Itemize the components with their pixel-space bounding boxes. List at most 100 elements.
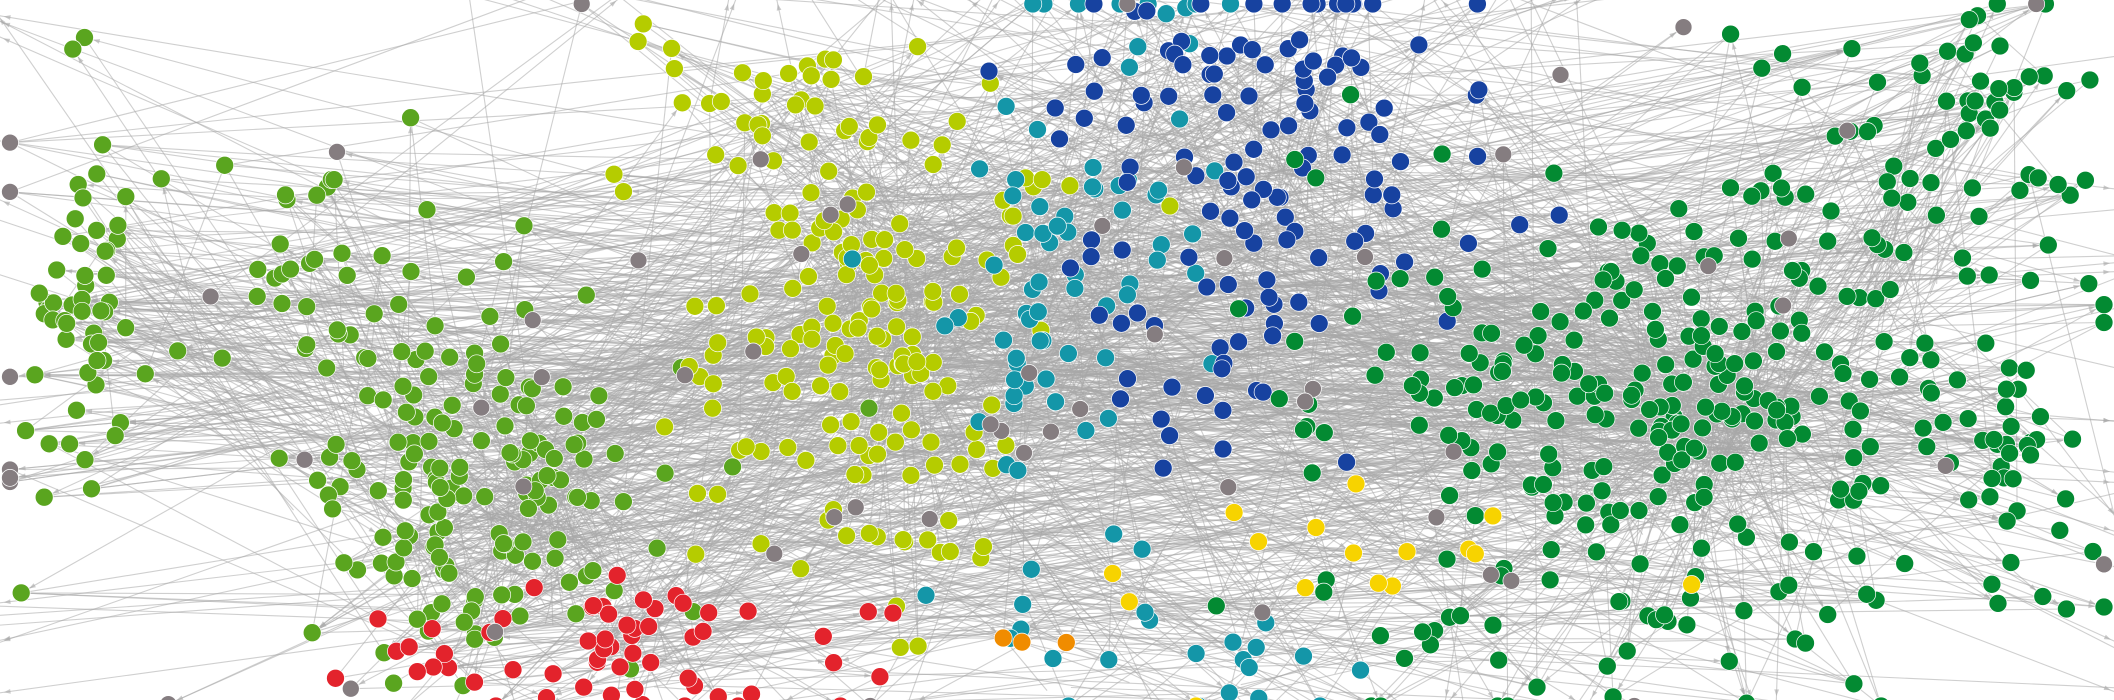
edge-arrowhead	[774, 342, 782, 348]
node-green-cluster-right	[1815, 342, 1834, 362]
node-grey-nodes	[1699, 257, 1718, 275]
edge-arrowhead	[502, 693, 509, 700]
node-lime-green-cluster-left	[72, 301, 92, 321]
edge-arrowhead	[1140, 18, 1147, 25]
node-green-cluster-right	[1376, 342, 1396, 362]
node-green-cluster-right	[1538, 239, 1558, 258]
edge-arrowhead	[1763, 304, 1770, 310]
node-lime-green-cluster-left	[553, 377, 573, 397]
edge	[1871, 465, 2002, 485]
node-red-cluster	[326, 668, 345, 688]
node-green-cluster-right	[1541, 540, 1561, 559]
edge-arrowhead	[1625, 252, 1632, 257]
edge-arrowhead	[1210, 271, 1216, 279]
node-yellow-green-cluster-center	[791, 559, 811, 579]
node-yellow-green-cluster-center	[655, 417, 674, 437]
edge-arrowhead	[876, 521, 882, 528]
node-green-cluster-right	[1550, 312, 1570, 332]
edge-arrowhead	[1357, 100, 1364, 107]
edge-arrowhead	[444, 540, 451, 546]
edge-arrowhead	[1834, 247, 1841, 254]
edge	[84, 37, 329, 395]
node-lime-green-cluster-left	[604, 581, 624, 600]
edge-arrowhead	[2029, 584, 2036, 591]
node-teal-cluster	[1221, 0, 1240, 14]
node-yellow-green-cluster-center	[886, 283, 906, 303]
edge-arrowhead	[1422, 506, 1429, 513]
edge-arrowhead	[581, 556, 588, 564]
node-yellow-green-cluster-center	[783, 279, 803, 298]
edge-arrowhead	[1925, 222, 1932, 230]
node-green-cluster-right	[1493, 362, 1512, 381]
node-yellow-green-cluster-center	[862, 299, 882, 319]
edge-arrowhead	[752, 143, 758, 151]
node-green-cluster-right	[1810, 386, 1829, 406]
edge	[1067, 231, 1733, 418]
node-green-cluster-right	[1963, 178, 1982, 198]
node-green-cluster-right	[1546, 411, 1566, 430]
edge-arrowhead	[1688, 255, 1696, 260]
node-teal-cluster	[1028, 120, 1047, 139]
edge-arrowhead	[918, 418, 926, 425]
edge-arrowhead	[710, 392, 715, 400]
node-green-cluster-right	[1890, 367, 1909, 387]
node-lime-green-cluster-left	[647, 538, 667, 558]
edge	[959, 293, 1828, 616]
edge-arrowhead	[1642, 548, 1648, 556]
edge-arrowhead	[550, 373, 558, 378]
edge-arrowhead	[724, 3, 730, 11]
edge	[1776, 189, 2021, 408]
node-green-cluster-right	[2028, 168, 2048, 188]
edge-arrowhead	[1209, 399, 1216, 405]
edge-arrowhead	[1732, 42, 1737, 50]
edge	[1795, 367, 2010, 412]
edge-arrowhead	[1916, 84, 1921, 92]
node-lime-green-cluster-left	[491, 334, 510, 354]
edge-arrowhead	[1974, 279, 1982, 286]
node-dark-blue-cluster	[979, 61, 999, 81]
edge-arrowhead	[331, 195, 337, 203]
edge-arrowhead	[1568, 694, 1576, 700]
node-lime-green-cluster-left	[395, 521, 415, 541]
edge-arrowhead	[1483, 97, 1490, 105]
node-green-cluster-right	[1921, 350, 1941, 370]
edge-arrowhead	[857, 408, 864, 415]
node-yellow-cluster	[1119, 592, 1139, 612]
node-dark-blue-cluster	[1081, 247, 1101, 266]
edge-arrowhead	[1290, 75, 1297, 82]
edge	[950, 550, 1789, 586]
node-dark-blue-cluster	[1213, 401, 1233, 420]
edge-arrowhead	[503, 635, 510, 640]
edge-arrowhead	[1140, 197, 1148, 202]
edge-arrowhead	[1567, 310, 1575, 316]
edge-arrowhead	[1356, 696, 1362, 700]
node-dark-blue-cluster	[1204, 64, 1224, 84]
node-green-cluster-right	[2033, 587, 2053, 606]
edge-arrowhead	[1764, 332, 1772, 338]
edge-arrowhead	[1448, 235, 1455, 241]
edge-arrowhead	[3, 419, 11, 425]
node-green-cluster-right	[1684, 222, 1704, 241]
node-yellow-green-cluster-center	[685, 296, 705, 316]
node-grey-nodes	[1444, 442, 1463, 461]
edge-arrowhead	[2051, 598, 2059, 605]
node-green-cluster-right	[1488, 442, 1507, 462]
edge-arrowhead	[3, 689, 11, 694]
edge-arrowhead	[1736, 340, 1742, 348]
node-teal-cluster	[916, 585, 936, 605]
node-red-cluster	[673, 593, 693, 613]
edge-arrowhead	[1774, 534, 1781, 539]
edge-arrowhead	[1875, 188, 1882, 196]
edge-arrowhead	[555, 690, 563, 696]
node-green-cluster-right	[1880, 280, 1900, 299]
edge-arrowhead	[412, 501, 419, 507]
edge-arrowhead	[1724, 645, 1730, 653]
edge-arrowhead	[2005, 195, 2013, 202]
node-teal-cluster	[1061, 696, 1076, 700]
edge-arrowhead	[1235, 59, 1243, 64]
node-dark-blue-cluster	[1290, 30, 1309, 50]
node-teal-cluster	[1223, 632, 1243, 652]
node-dark-blue-cluster	[1082, 230, 1101, 250]
node-lime-green-cluster-left	[332, 243, 352, 263]
node-grey-nodes	[1219, 478, 1238, 497]
